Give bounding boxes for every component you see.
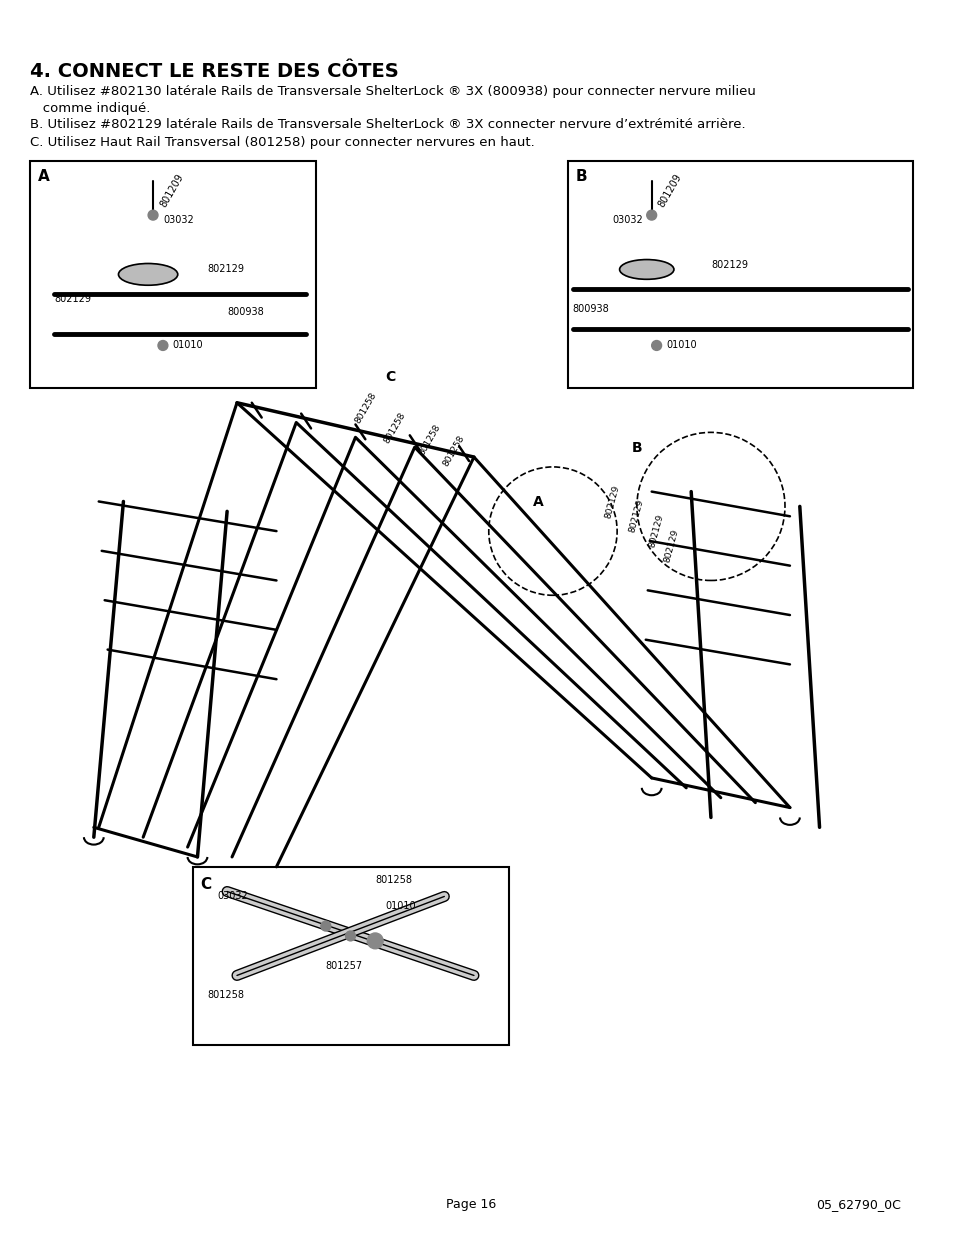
Text: 802129: 802129 (603, 484, 620, 519)
Bar (567, 161, 912, 388)
Text: 802129: 802129 (207, 264, 244, 274)
Text: 801258: 801258 (382, 410, 407, 445)
Text: 801258: 801258 (441, 433, 466, 468)
Text: B: B (631, 441, 641, 456)
Text: 802129: 802129 (627, 499, 645, 534)
Text: 01010: 01010 (172, 341, 203, 351)
Text: 01010: 01010 (385, 902, 416, 911)
Circle shape (651, 341, 660, 351)
Text: B. Utilisez #802129 latérale Rails de Transversale ShelterLock ® 3X connecter ne: B. Utilisez #802129 latérale Rails de Tr… (30, 119, 744, 131)
Text: 4. CONNECT LE RESTE DES CÔTES: 4. CONNECT LE RESTE DES CÔTES (30, 62, 398, 82)
Circle shape (148, 210, 158, 220)
Text: C: C (200, 877, 212, 892)
Text: 801258: 801258 (375, 874, 412, 884)
Circle shape (345, 931, 355, 941)
Text: C: C (384, 370, 395, 384)
Text: 05_62790_0C: 05_62790_0C (816, 1198, 901, 1210)
Text: comme indiqué.: comme indiqué. (30, 101, 150, 115)
Ellipse shape (618, 259, 673, 279)
Bar (30, 161, 315, 388)
Text: Page 16: Page 16 (445, 1198, 496, 1210)
Text: 801209: 801209 (158, 172, 185, 209)
Text: 800938: 800938 (227, 306, 264, 317)
Text: 801258: 801258 (353, 390, 377, 425)
Text: A. Utilisez #802130 latérale Rails de Transversale ShelterLock ® 3X (800938) pou: A. Utilisez #802130 latérale Rails de Tr… (30, 85, 755, 98)
Circle shape (646, 210, 656, 220)
Text: C. Utilisez Haut Rail Transversal (801258) pour connecter nervures en haut.: C. Utilisez Haut Rail Transversal (80125… (30, 136, 534, 149)
Text: 800938: 800938 (572, 304, 609, 314)
Text: 802129: 802129 (54, 294, 91, 304)
Text: 801209: 801209 (656, 172, 683, 209)
Text: 801258: 801258 (416, 424, 441, 457)
Text: 802129: 802129 (662, 529, 679, 563)
Text: A: A (532, 495, 543, 509)
Text: 01010: 01010 (666, 341, 697, 351)
Circle shape (158, 341, 168, 351)
Circle shape (320, 921, 331, 931)
Text: 03032: 03032 (217, 892, 248, 902)
Text: 802129: 802129 (710, 259, 747, 269)
Text: 03032: 03032 (612, 215, 642, 225)
Text: B: B (575, 169, 587, 184)
Text: 03032: 03032 (163, 215, 193, 225)
Text: A: A (37, 169, 50, 184)
Ellipse shape (118, 263, 177, 285)
Circle shape (367, 932, 383, 948)
Text: 802129: 802129 (647, 514, 664, 548)
Bar (193, 867, 508, 1045)
Text: 801257: 801257 (326, 961, 362, 971)
Text: 801258: 801258 (207, 990, 244, 1000)
